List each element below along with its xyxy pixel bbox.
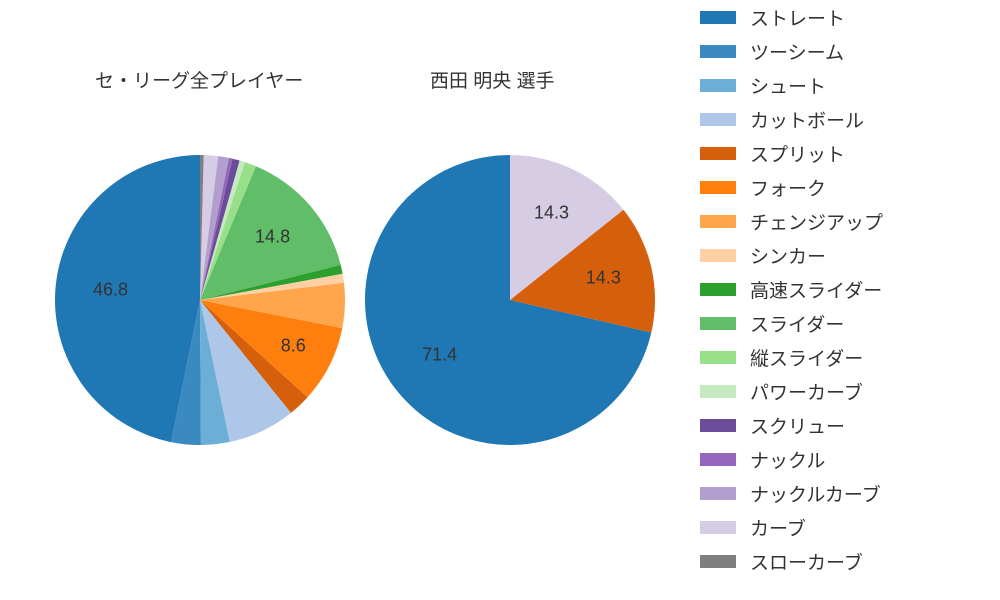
legend-swatch-split — [700, 147, 736, 160]
legend-item-screw: スクリュー — [700, 408, 970, 442]
legend-swatch-shoot — [700, 79, 736, 92]
legend-item-fork: フォーク — [700, 170, 970, 204]
legend-swatch-power_curve — [700, 385, 736, 398]
legend-label-slow_curve: スローカーブ — [750, 548, 863, 575]
legend-item-sinker: シンカー — [700, 238, 970, 272]
legend-item-cut_ball: カットボール — [700, 102, 970, 136]
legend-item-v_slider: 縦スライダー — [700, 340, 970, 374]
legend-label-screw: スクリュー — [750, 412, 845, 439]
legend-item-knuckle: ナックル — [700, 442, 970, 476]
pie-label-right-curve: 14.3 — [534, 203, 569, 223]
legend-swatch-slider — [700, 317, 736, 330]
legend-item-split: スプリット — [700, 136, 970, 170]
pie-label-right-split: 14.3 — [586, 268, 621, 288]
legend-label-sinker: シンカー — [750, 242, 826, 269]
legend-label-two_seam: ツーシーム — [750, 38, 844, 65]
legend-label-v_slider: 縦スライダー — [750, 344, 863, 371]
legend-swatch-screw — [700, 419, 736, 432]
legend-label-curve: カーブ — [750, 514, 806, 541]
chart-stage: セ・リーグ全プレイヤー 西田 明央 選手 46.88.614.871.414.3… — [0, 0, 1000, 600]
pie-label-left-slider: 14.8 — [255, 226, 290, 246]
pie-label-right-straight: 71.4 — [422, 345, 457, 365]
legend: ストレートツーシームシュートカットボールスプリットフォークチェンジアップシンカー… — [700, 0, 970, 578]
pie-label-left-fork: 8.6 — [281, 336, 306, 356]
legend-swatch-cut_ball — [700, 113, 736, 126]
legend-swatch-hs_slider — [700, 283, 736, 296]
legend-item-curve: カーブ — [700, 510, 970, 544]
legend-swatch-sinker — [700, 249, 736, 262]
legend-swatch-v_slider — [700, 351, 736, 364]
legend-item-slider: スライダー — [700, 306, 970, 340]
legend-label-cut_ball: カットボール — [750, 106, 864, 133]
legend-item-straight: ストレート — [700, 0, 970, 34]
legend-label-shoot: シュート — [750, 72, 826, 99]
legend-swatch-curve — [700, 521, 736, 534]
legend-label-split: スプリット — [750, 140, 845, 167]
legend-label-hs_slider: 高速スライダー — [750, 276, 882, 303]
legend-swatch-slow_curve — [700, 555, 736, 568]
legend-label-power_curve: パワーカーブ — [750, 378, 863, 405]
legend-swatch-knuckle — [700, 453, 736, 466]
pie-label-left-straight: 46.8 — [93, 280, 128, 300]
legend-swatch-k_curve — [700, 487, 736, 500]
legend-item-changeup: チェンジアップ — [700, 204, 970, 238]
legend-item-k_curve: ナックルカーブ — [700, 476, 970, 510]
legend-item-two_seam: ツーシーム — [700, 34, 970, 68]
legend-label-knuckle: ナックル — [750, 446, 825, 473]
legend-item-hs_slider: 高速スライダー — [700, 272, 970, 306]
legend-item-power_curve: パワーカーブ — [700, 374, 970, 408]
legend-swatch-straight — [700, 11, 736, 24]
legend-swatch-changeup — [700, 215, 736, 228]
legend-label-slider: スライダー — [750, 310, 844, 337]
legend-swatch-two_seam — [700, 45, 736, 58]
legend-label-changeup: チェンジアップ — [750, 208, 883, 235]
legend-item-slow_curve: スローカーブ — [700, 544, 970, 578]
legend-item-shoot: シュート — [700, 68, 970, 102]
legend-label-fork: フォーク — [750, 174, 826, 201]
legend-label-straight: ストレート — [750, 4, 845, 31]
legend-label-k_curve: ナックルカーブ — [750, 480, 881, 507]
legend-swatch-fork — [700, 181, 736, 194]
